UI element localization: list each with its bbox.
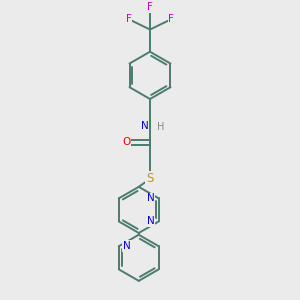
Text: F: F xyxy=(126,14,132,24)
Text: F: F xyxy=(147,2,153,12)
Text: H: H xyxy=(157,122,164,132)
Text: S: S xyxy=(146,172,154,185)
Text: F: F xyxy=(168,14,174,24)
Text: N: N xyxy=(147,194,154,203)
Text: O: O xyxy=(122,137,130,148)
Text: N: N xyxy=(141,121,148,130)
Text: N: N xyxy=(123,241,131,251)
Text: N: N xyxy=(147,216,154,226)
